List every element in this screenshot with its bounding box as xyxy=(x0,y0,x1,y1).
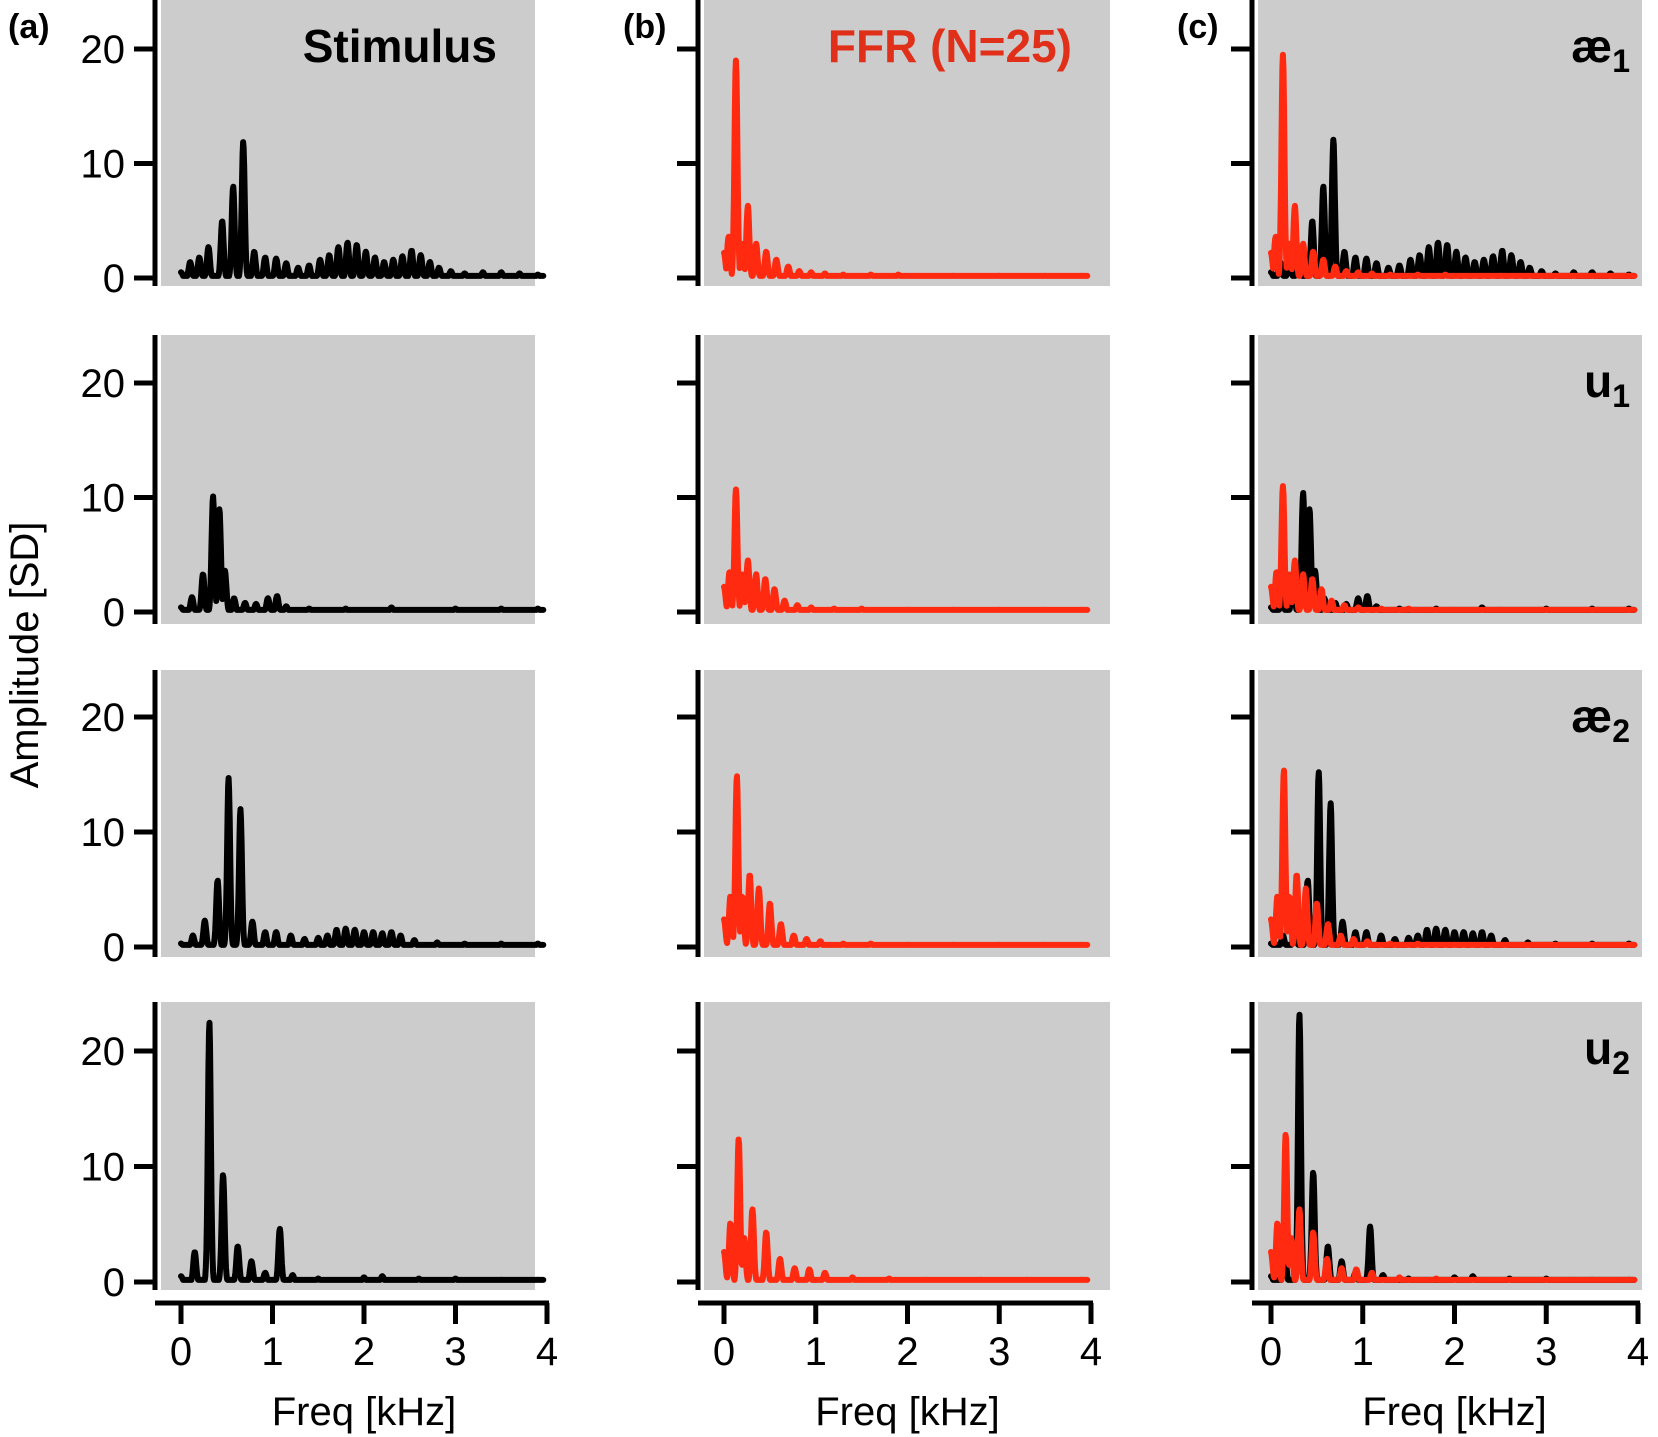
panel-a-row-4: 0 10 20 xyxy=(81,1002,547,1305)
x-tick-label: 3 xyxy=(988,1330,1010,1374)
x-tick-label: 4 xyxy=(1627,1330,1649,1374)
x-axis-c: 0 1 2 3 4 Freq [kHz] xyxy=(1252,1300,1649,1434)
panel-label: (b) xyxy=(623,8,666,46)
panel-a-row-2: 0 10 20 xyxy=(81,335,547,635)
y-tick-label: 0 xyxy=(103,591,125,635)
row-label: æ1 xyxy=(1571,20,1630,79)
y-tick-label: 10 xyxy=(81,477,126,521)
y-tick-label: 0 xyxy=(103,1261,125,1305)
x-axis-label: Freq [kHz] xyxy=(815,1390,999,1434)
plot-background xyxy=(704,1002,1110,1290)
series-line-stimulus xyxy=(178,493,547,613)
plot-background xyxy=(704,335,1110,624)
x-tick-label: 2 xyxy=(896,1330,918,1374)
y-tick-label: 10 xyxy=(81,143,126,187)
x-tick-label: 3 xyxy=(444,1330,466,1374)
series-line-ffr xyxy=(721,486,1091,613)
series-line-stimulus xyxy=(178,1019,547,1283)
x-tick-label: 3 xyxy=(1535,1330,1557,1374)
panel-c-row-2: u1 xyxy=(1231,335,1642,624)
x-tick-label: 4 xyxy=(536,1330,558,1374)
row-label: u2 xyxy=(1584,1022,1630,1081)
series-line-ffr xyxy=(1268,483,1638,613)
plot-background xyxy=(704,670,1110,957)
series-line-ffr xyxy=(1268,51,1638,279)
y-tick-label: 0 xyxy=(103,926,125,970)
y-tick-label: 10 xyxy=(81,811,126,855)
x-axis-a: 0 1 2 3 4 Freq [kHz] xyxy=(155,1300,558,1434)
series-line-stimulus xyxy=(178,775,547,948)
x-tick-label: 0 xyxy=(1260,1330,1282,1374)
series-line-ffr xyxy=(1268,1131,1638,1283)
panel-c-row-3: æ2 xyxy=(1231,670,1642,957)
panel-c-row-1: æ1 xyxy=(1231,0,1642,286)
y-tick-label: 0 xyxy=(103,257,125,301)
plot-background xyxy=(161,1002,535,1290)
series-line-ffr xyxy=(721,1136,1091,1283)
x-tick-label: 2 xyxy=(353,1330,375,1374)
y-tick-label: 20 xyxy=(81,362,126,406)
x-tick-label: 1 xyxy=(261,1330,283,1374)
y-tick-label: 20 xyxy=(81,696,126,740)
panel-b-row-4 xyxy=(677,1002,1110,1290)
series-line-stimulus xyxy=(178,139,547,279)
x-tick-label: 0 xyxy=(170,1330,192,1374)
x-tick-label: 0 xyxy=(713,1330,735,1374)
panel-c-row-4: u2 xyxy=(1231,1002,1642,1290)
y-tick-label: 20 xyxy=(81,28,126,72)
series-line-ffr xyxy=(1268,767,1638,948)
panel-b-row-2 xyxy=(677,335,1110,624)
x-tick-label: 1 xyxy=(805,1330,827,1374)
panel-b-row-3 xyxy=(677,670,1110,957)
y-tick-label: 20 xyxy=(81,1030,126,1074)
y-axis-label: Amplitude [SD] xyxy=(3,522,47,789)
y-tick-label: 10 xyxy=(81,1146,126,1190)
x-axis-b: 0 1 2 3 4 Freq [kHz] xyxy=(698,1300,1102,1434)
row-label: u1 xyxy=(1584,355,1630,414)
x-axis-label: Freq [kHz] xyxy=(1362,1390,1546,1434)
panel-title: FFR (N=25) xyxy=(828,20,1072,72)
series-line-ffr xyxy=(721,773,1091,948)
x-tick-label: 2 xyxy=(1443,1330,1465,1374)
row-label: æ2 xyxy=(1571,690,1630,749)
x-axis-label: Freq [kHz] xyxy=(272,1390,456,1434)
panel-label: (a) xyxy=(8,8,50,46)
panel-label: (c) xyxy=(1177,8,1219,46)
plot-background xyxy=(1258,335,1642,624)
x-tick-label: 4 xyxy=(1080,1330,1102,1374)
panel-a-row-3: 0 10 20 xyxy=(81,670,547,970)
panel-b-row-1 xyxy=(677,0,1110,286)
series-line-ffr xyxy=(721,57,1091,279)
panel-title: Stimulus xyxy=(303,20,497,72)
plot-background xyxy=(704,0,1110,286)
x-tick-label: 1 xyxy=(1352,1330,1374,1374)
plot-background xyxy=(1258,1002,1642,1290)
panel-a-row-1: 0 10 20 xyxy=(81,0,547,301)
